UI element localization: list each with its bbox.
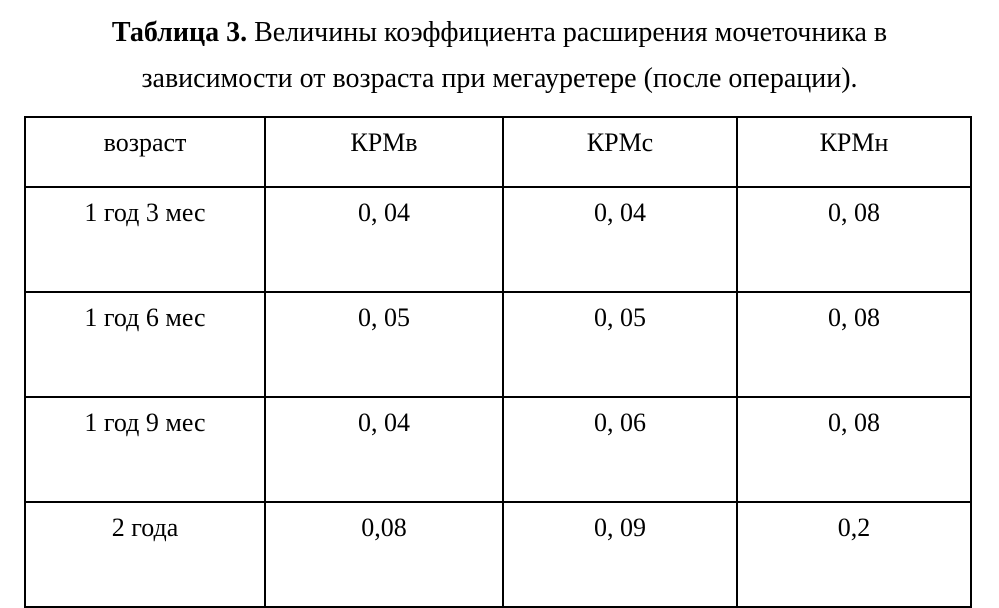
cell-age: 1 год 9 мес bbox=[25, 397, 265, 502]
table-row: 1 год 9 мес 0, 04 0, 06 0, 08 bbox=[25, 397, 971, 502]
table-row: 2 года 0,08 0, 09 0,2 bbox=[25, 502, 971, 607]
table-caption: Таблица 3. Величины коэффициента расшире… bbox=[20, 10, 979, 102]
cell-age: 1 год 6 мес bbox=[25, 292, 265, 397]
cell-krmv: 0, 04 bbox=[265, 397, 503, 502]
table-row: 1 год 6 мес 0, 05 0, 05 0, 08 bbox=[25, 292, 971, 397]
caption-text-line2: зависимости от возраста при мегауретере … bbox=[141, 63, 857, 94]
cell-krmv: 0,08 bbox=[265, 502, 503, 607]
table-row: 1 год 3 мес 0, 04 0, 04 0, 08 bbox=[25, 187, 971, 292]
col-header-krmn: КРМн bbox=[737, 117, 971, 187]
cell-krmn: 0,2 bbox=[737, 502, 971, 607]
col-header-krmv: КРМв bbox=[265, 117, 503, 187]
cell-krmn: 0, 08 bbox=[737, 187, 971, 292]
cell-krmn: 0, 08 bbox=[737, 397, 971, 502]
cell-krms: 0, 06 bbox=[503, 397, 737, 502]
cell-krms: 0, 04 bbox=[503, 187, 737, 292]
cell-krms: 0, 05 bbox=[503, 292, 737, 397]
cell-krms: 0, 09 bbox=[503, 502, 737, 607]
cell-krmv: 0, 04 bbox=[265, 187, 503, 292]
cell-age: 1 год 3 мес bbox=[25, 187, 265, 292]
cell-krmv: 0, 05 bbox=[265, 292, 503, 397]
table-header-row: возраст КРМв КРМс КРМн bbox=[25, 117, 971, 187]
col-header-age: возраст bbox=[25, 117, 265, 187]
data-table: возраст КРМв КРМс КРМн 1 год 3 мес 0, 04… bbox=[24, 116, 972, 608]
page: Таблица 3. Величины коэффициента расшире… bbox=[0, 0, 999, 606]
cell-krmn: 0, 08 bbox=[737, 292, 971, 397]
cell-age: 2 года bbox=[25, 502, 265, 607]
col-header-krms: КРМс bbox=[503, 117, 737, 187]
caption-text-line1: Величины коэффициента расширения мочеточ… bbox=[247, 17, 887, 48]
caption-label: Таблица 3. bbox=[112, 17, 247, 48]
